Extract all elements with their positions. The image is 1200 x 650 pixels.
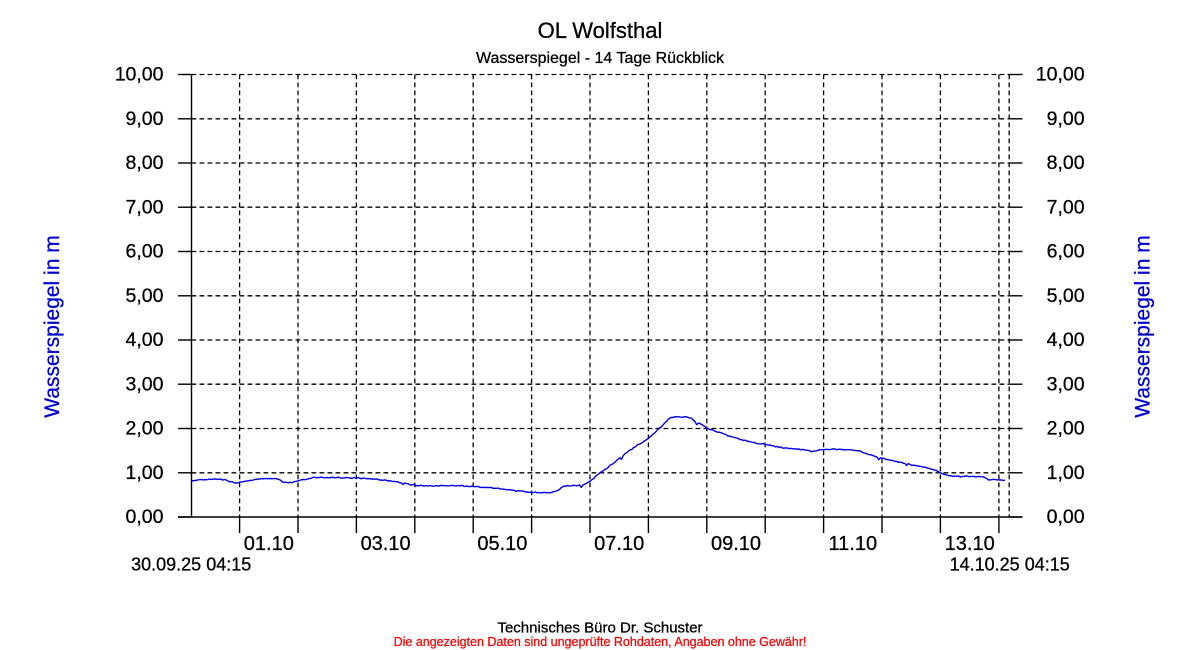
svg-text:7,00: 7,00 bbox=[1047, 196, 1085, 218]
svg-text:01.10: 01.10 bbox=[244, 533, 294, 555]
svg-text:5,00: 5,00 bbox=[1047, 285, 1085, 307]
svg-text:05.10: 05.10 bbox=[477, 533, 527, 555]
svg-text:4,00: 4,00 bbox=[1047, 329, 1085, 351]
svg-text:10,00: 10,00 bbox=[1036, 64, 1085, 86]
svg-text:3,00: 3,00 bbox=[126, 373, 164, 395]
svg-text:OL Wolfsthal: OL Wolfsthal bbox=[538, 18, 663, 43]
svg-text:09.10: 09.10 bbox=[711, 533, 761, 555]
svg-text:5,00: 5,00 bbox=[126, 285, 164, 307]
svg-text:Die angezeigten Daten sind ung: Die angezeigten Daten sind ungeprüfte Ro… bbox=[394, 635, 807, 649]
svg-text:03.10: 03.10 bbox=[361, 533, 411, 555]
svg-text:07.10: 07.10 bbox=[594, 533, 644, 555]
svg-text:1,00: 1,00 bbox=[126, 462, 164, 484]
svg-text:0,00: 0,00 bbox=[1047, 506, 1085, 528]
svg-text:9,00: 9,00 bbox=[126, 108, 164, 130]
svg-text:6,00: 6,00 bbox=[126, 241, 164, 263]
svg-text:Wasserspiegel in m: Wasserspiegel in m bbox=[1132, 235, 1155, 417]
svg-text:Wasserspiegel in m: Wasserspiegel in m bbox=[41, 235, 64, 417]
svg-text:0,00: 0,00 bbox=[126, 506, 164, 528]
svg-text:14.10.25 04:15: 14.10.25 04:15 bbox=[950, 555, 1070, 575]
svg-text:11.10: 11.10 bbox=[829, 533, 878, 555]
svg-text:7,00: 7,00 bbox=[126, 196, 164, 218]
svg-text:30.09.25 04:15: 30.09.25 04:15 bbox=[131, 555, 251, 575]
svg-text:9,00: 9,00 bbox=[1047, 108, 1085, 130]
svg-text:8,00: 8,00 bbox=[126, 152, 164, 174]
svg-text:2,00: 2,00 bbox=[126, 418, 164, 440]
svg-text:8,00: 8,00 bbox=[1047, 152, 1085, 174]
svg-text:13.10: 13.10 bbox=[945, 533, 995, 555]
svg-text:10,00: 10,00 bbox=[115, 64, 164, 86]
svg-text:3,00: 3,00 bbox=[1047, 373, 1085, 395]
svg-text:1,00: 1,00 bbox=[1047, 462, 1085, 484]
svg-text:2,00: 2,00 bbox=[1047, 418, 1085, 440]
svg-text:4,00: 4,00 bbox=[126, 329, 164, 351]
svg-text:Technisches Büro Dr. Schuster: Technisches Büro Dr. Schuster bbox=[497, 620, 702, 637]
svg-text:Wasserspiegel - 14 Tage Rückbl: Wasserspiegel - 14 Tage Rückblick bbox=[476, 50, 725, 67]
svg-text:6,00: 6,00 bbox=[1047, 241, 1085, 263]
